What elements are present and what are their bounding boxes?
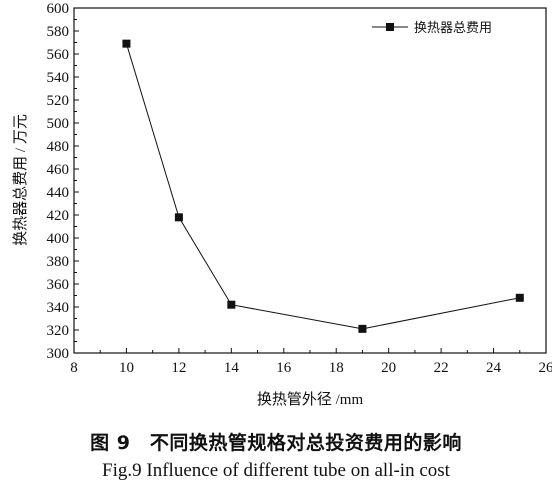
y-tick-label: 500: [47, 116, 70, 132]
data-point-marker: [358, 324, 367, 333]
y-tick-label: 460: [47, 162, 70, 178]
x-tick-label: 22: [434, 360, 449, 376]
series-line: [125, 43, 520, 330]
y-tick-label: 560: [47, 47, 70, 63]
x-tick-label: 10: [119, 360, 134, 376]
x-axis-title: 换热管外径 /mm: [257, 391, 364, 408]
y-tick-label: 340: [47, 300, 70, 316]
y-tick-label: 520: [47, 93, 70, 109]
legend-label: 换热器总费用: [414, 20, 492, 35]
x-tick-label: 12: [171, 360, 186, 376]
data-point-marker: [227, 300, 236, 309]
y-tick-label: 580: [47, 24, 70, 40]
y-axis-title: 换热器总费用 / 万元: [12, 114, 29, 246]
line-chart: 换热器总费用 / 万元 换热管外径 /mm 300 320 340 360 380 400…: [12, 1, 552, 408]
data-point-marker: [174, 213, 183, 222]
y-tick-label: 300: [47, 346, 70, 362]
x-tick-label: 16: [276, 360, 292, 376]
y-tick-label: 540: [47, 70, 70, 86]
figure-caption-chinese: 图 9 不同换热管规格对总投资费用的影响: [90, 432, 462, 454]
y-tick-label: 320: [47, 323, 70, 339]
x-tick-label: 14: [224, 360, 240, 376]
y-tick-label: 480: [47, 139, 70, 155]
legend-marker: [386, 23, 394, 31]
plot-area: 300 320 340 360 380 400 420 440 460 480 500 520 540 5…: [47, 1, 552, 376]
y-tick-label: 400: [47, 231, 70, 247]
x-tick-label: 8: [70, 360, 78, 376]
data-point-marker: [515, 293, 524, 302]
x-tick-label: 20: [381, 360, 396, 376]
y-tick-label: 440: [47, 185, 70, 201]
y-tick-label: 420: [47, 208, 70, 224]
data-point-marker: [122, 39, 131, 48]
y-tick-label: 380: [47, 254, 70, 270]
figure-caption-english: Fig.9 Influence of different tube on all…: [102, 460, 450, 481]
y-tick-label: 600: [47, 1, 70, 17]
y-axis-title-group: 换热器总费用 / 万元: [12, 114, 29, 246]
y-tick-label: 360: [47, 277, 70, 293]
x-tick-label: 24: [486, 360, 502, 376]
x-tick-label: 26: [539, 360, 552, 376]
x-tick-label: 18: [329, 360, 344, 376]
plot-frame: [73, 7, 547, 354]
